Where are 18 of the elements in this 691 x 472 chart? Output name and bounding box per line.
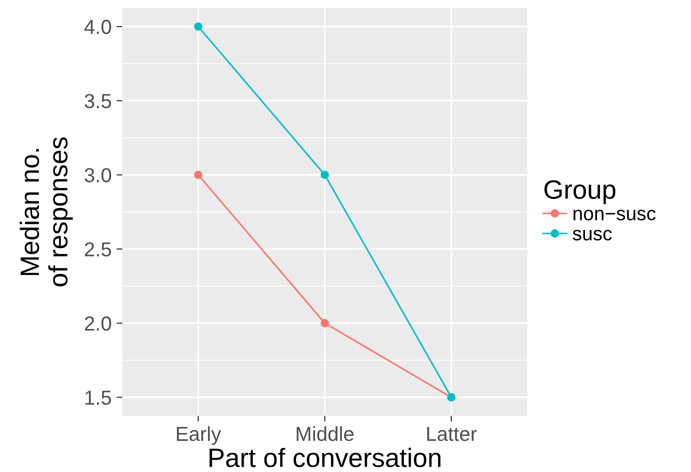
y-tick-label: 4.0 [84,20,112,34]
legend-label: susc [572,230,612,240]
y-tick-label: 1.5 [85,390,112,405]
y-tick-label: 2.0 [84,316,112,331]
x-axis-title: Part of conversation [210,448,440,468]
x-tick-label: Latter [427,426,477,442]
point [194,170,202,180]
x-tick-label: Early [176,426,222,446]
y-axis-title: Median no. of responses [20,137,73,286]
point [320,318,329,328]
y-tick-label: 2.5 [84,242,112,256]
y-tick-label: 3.0 [84,168,112,182]
point [194,22,202,31]
x-tick-label: Middle [296,426,354,442]
legend-title: Group [544,180,616,204]
y-tick-label: 3.5 [84,94,112,108]
point [320,170,329,180]
legend-label: non−susc [574,210,656,220]
